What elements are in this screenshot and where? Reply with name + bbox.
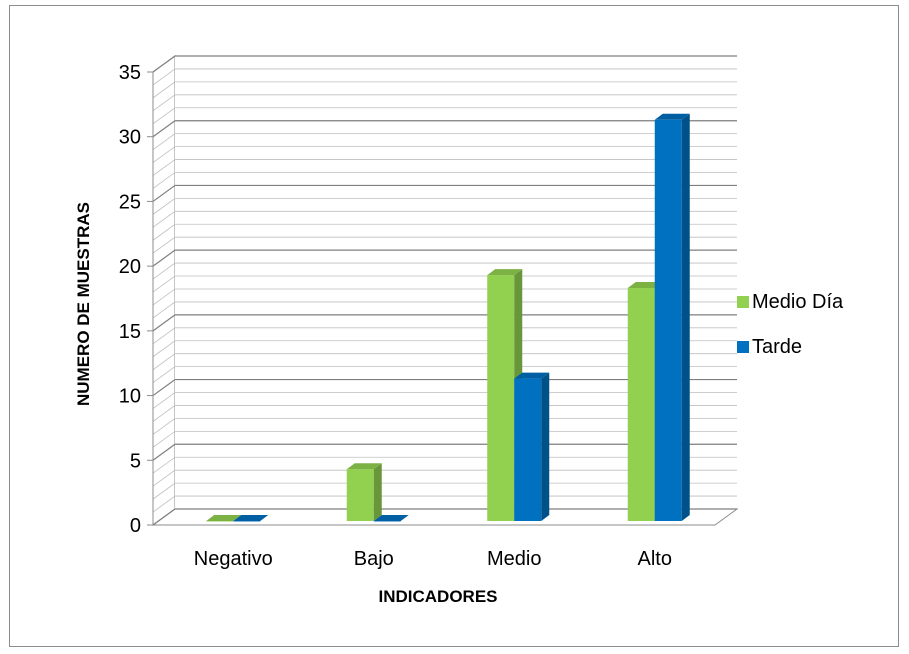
minor-gridline: [152, 262, 737, 280]
minor-gridline: [152, 81, 737, 99]
minor-gridline: [152, 288, 737, 306]
y-tick-label: 20: [119, 256, 141, 278]
bar-tarde-alto: [654, 113, 690, 522]
bar-side: [373, 463, 382, 521]
x-axis-title: INDICADORES: [378, 587, 497, 606]
minor-gridline: [152, 107, 737, 125]
legend-swatch: [737, 296, 749, 308]
bar-medio-día-bajo: [346, 463, 382, 521]
minor-gridline: [152, 469, 737, 487]
bar-front: [373, 521, 401, 522]
minor-gridline: [152, 327, 737, 345]
minor-gridline: [152, 430, 737, 448]
x-tick-label: Negativo: [194, 548, 273, 570]
x-tick-labels: Negativo Bajo Medio Alto: [194, 548, 672, 570]
bar-front: [627, 288, 655, 521]
chart-frame: 0 5 10 15 20 25 30 35 Negativo Bajo Medio Alto IND…: [9, 5, 899, 647]
x-tick-label: Bajo: [354, 548, 394, 570]
bar-top: [373, 515, 409, 521]
bar-top: [514, 372, 550, 379]
minor-gridline: [152, 159, 737, 176]
minor-gridline: [152, 353, 737, 371]
bar-front: [654, 119, 682, 522]
bar-front: [487, 275, 515, 521]
minor-gridline: [152, 418, 737, 435]
minor-gridline: [152, 340, 737, 358]
minor-gridline: [152, 94, 737, 112]
major-gridline: [152, 55, 737, 73]
y-tick-label: 35: [119, 62, 141, 84]
y-tick-labels: 0 5 10 15 20 25 30 35: [119, 62, 153, 537]
bar-top: [627, 282, 663, 289]
bar-tarde-medio: [514, 372, 550, 521]
bar-side: [681, 113, 690, 522]
bar-side: [541, 372, 550, 521]
bar-top: [206, 515, 242, 521]
legend-label: Medio Día: [752, 291, 844, 313]
minor-gridline: [152, 68, 737, 86]
minor-gridline: [152, 482, 737, 500]
y-tick-label: 30: [119, 127, 141, 149]
major-gridline: [152, 314, 737, 332]
side-wall: [152, 55, 176, 526]
major-gridline: [152, 120, 737, 138]
minor-gridline: [152, 146, 737, 163]
legend: Medio Día Tarde: [737, 291, 844, 358]
minor-gridline: [152, 275, 737, 293]
bar-front: [514, 378, 542, 521]
y-tick-label: 5: [130, 450, 141, 472]
minor-gridline: [152, 236, 737, 254]
bar-top: [654, 113, 690, 120]
bar-top: [487, 269, 523, 276]
minor-gridline: [152, 405, 737, 422]
minor-gridline: [152, 392, 737, 409]
chart-walls: [151, 55, 739, 526]
major-gridline: [152, 443, 737, 461]
minor-gridline: [152, 456, 737, 474]
y-tick-label: 15: [119, 321, 141, 343]
bar-medio-día-negativo: [206, 515, 242, 522]
y-tick-label: 0: [130, 515, 141, 537]
bar-chart: 0 5 10 15 20 25 30 35 Negativo Bajo Medio Alto IND…: [74, 55, 844, 606]
major-gridline: [152, 508, 737, 526]
bar-front: [206, 521, 234, 522]
major-gridline: [152, 378, 737, 397]
bar-top: [346, 463, 382, 470]
minor-gridline: [152, 301, 737, 319]
y-tick-label: 10: [119, 386, 141, 408]
minor-gridline: [152, 366, 737, 383]
minor-gridline: [152, 223, 737, 241]
bars: [206, 113, 690, 522]
major-gridline: [152, 184, 737, 202]
x-tick-label: Alto: [638, 548, 672, 570]
major-gridline: [152, 249, 737, 267]
y-axis-title: NUMERO DE MUESTRAS: [74, 202, 93, 406]
bar-tarde-negativo: [233, 515, 269, 522]
minor-gridline: [152, 210, 737, 228]
bar-top: [233, 515, 269, 521]
legend-label: Tarde: [752, 336, 802, 358]
x-tick-label: Medio: [487, 548, 541, 570]
bar-front: [233, 521, 261, 522]
gridlines: [152, 55, 737, 526]
y-tick-label: 25: [119, 191, 141, 213]
minor-gridline: [152, 172, 737, 189]
bar-tarde-bajo: [373, 515, 409, 522]
minor-gridline: [152, 495, 737, 513]
minor-gridline: [152, 133, 737, 150]
legend-swatch: [737, 341, 749, 353]
minor-gridline: [152, 197, 737, 215]
bar-front: [346, 469, 374, 521]
back-wall: [175, 56, 737, 509]
